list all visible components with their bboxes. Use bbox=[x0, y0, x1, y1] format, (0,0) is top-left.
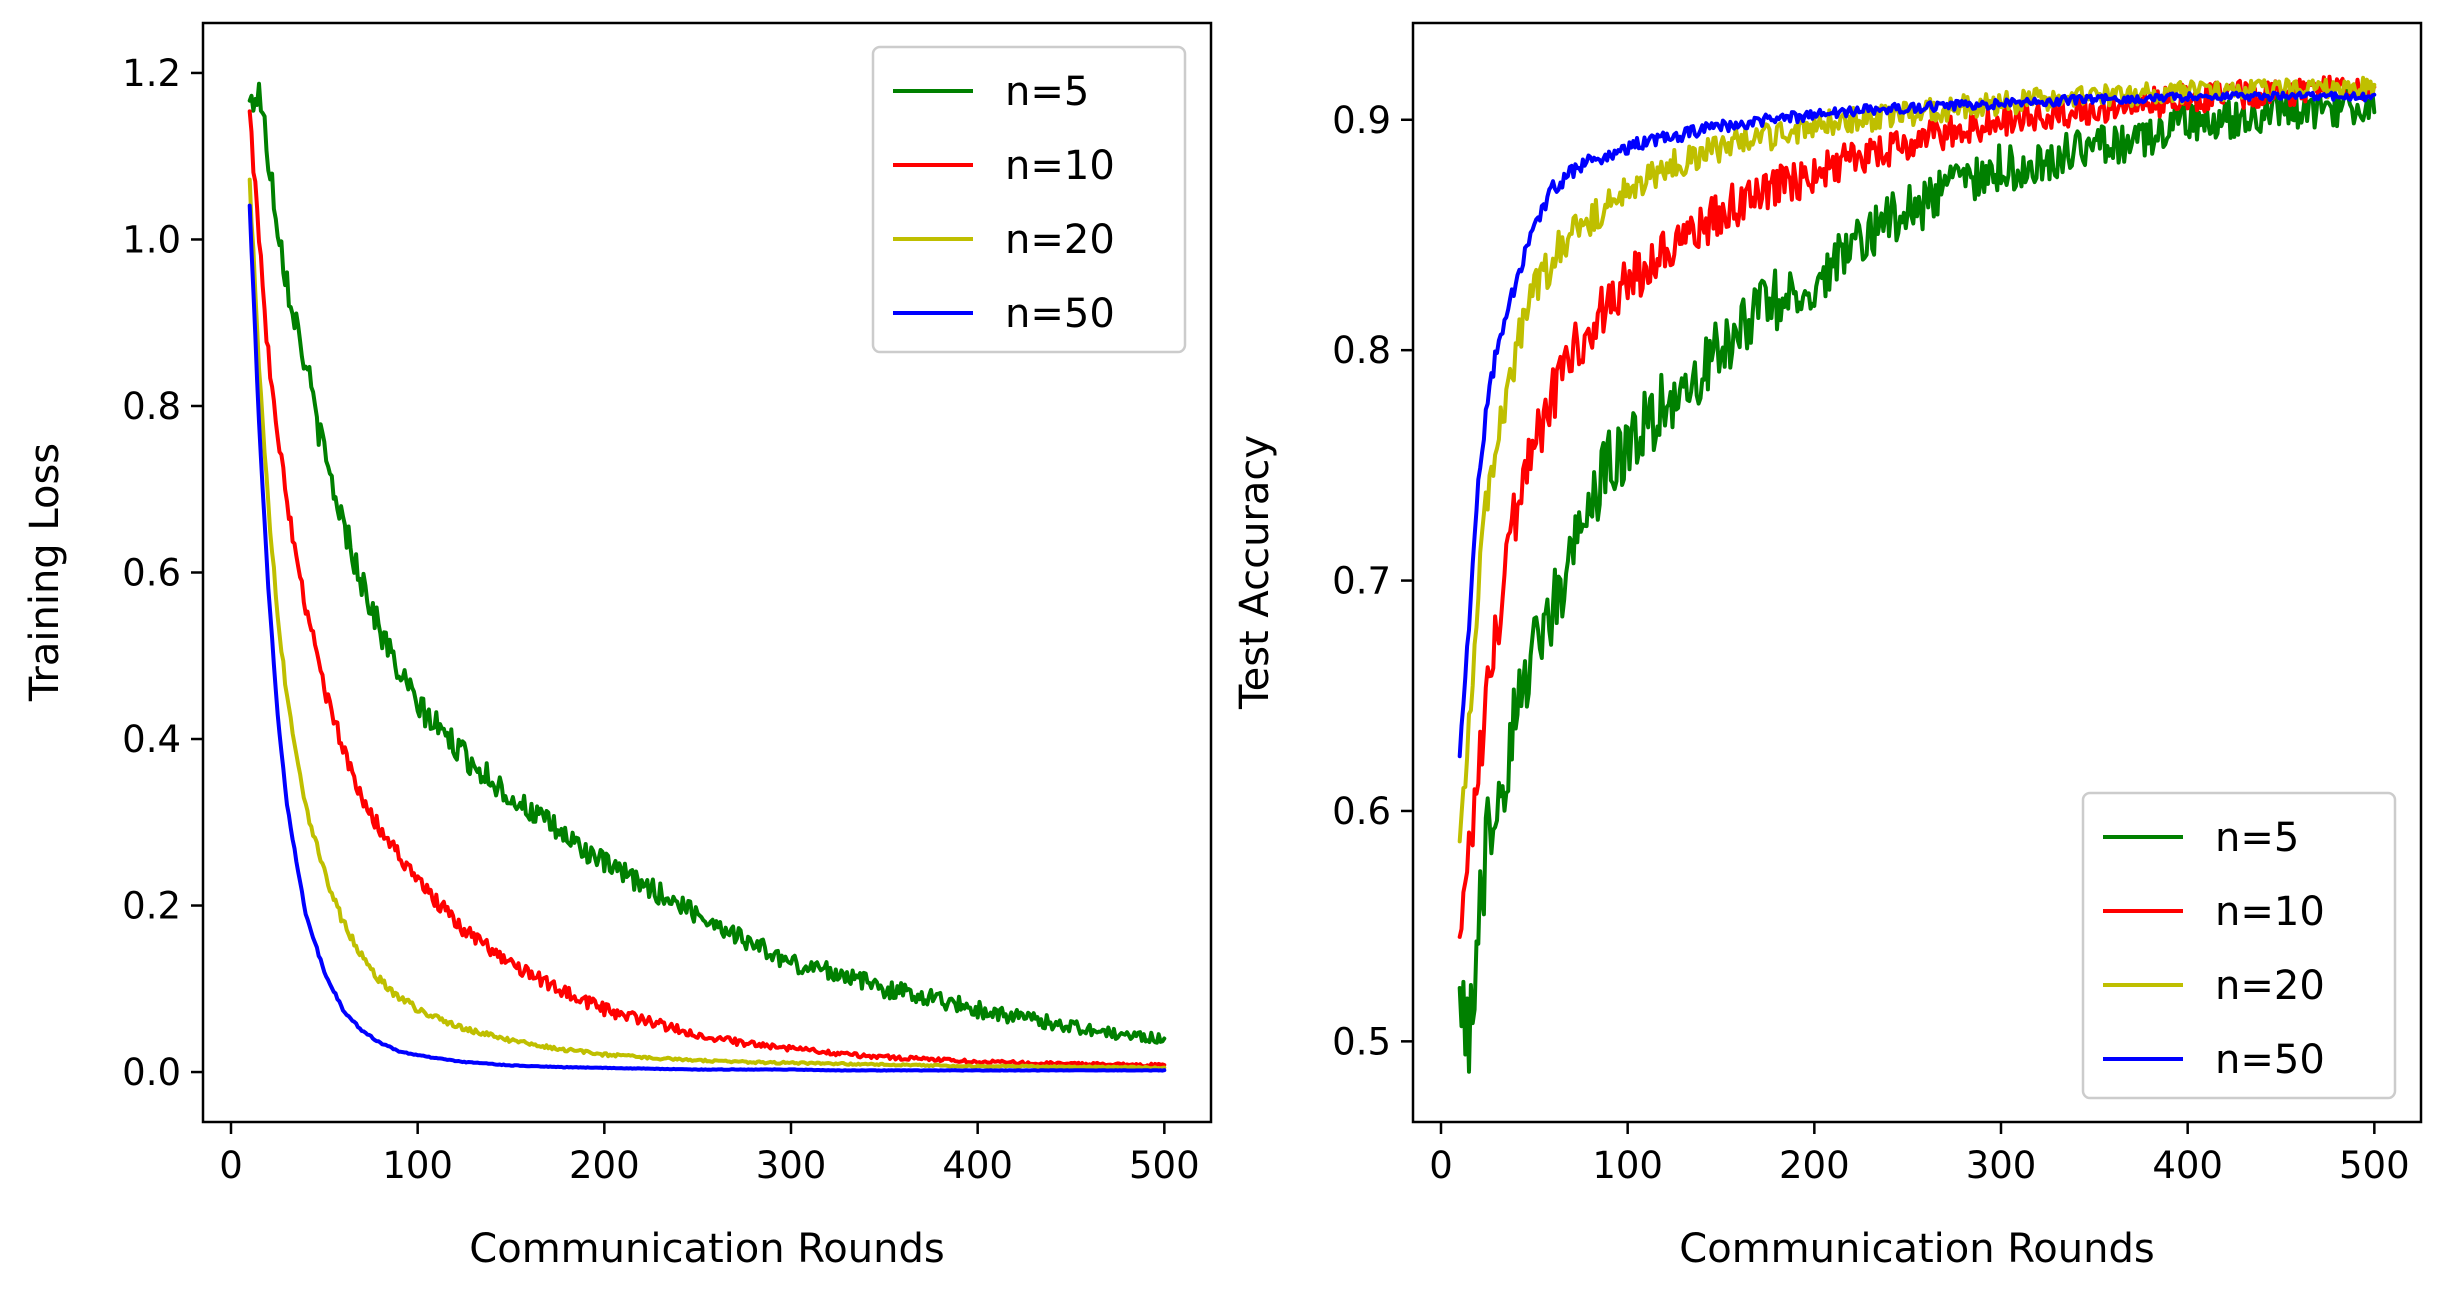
test-accuracy-panel: 0 100 200 300 400 500 0.5 0.6 0.7 0.8 0.9 Communi… bbox=[1232, 21, 2423, 1272]
training-loss-y-tick-label: 1.0 bbox=[122, 218, 181, 261]
training-loss-legend-label-n-5: n=5 bbox=[1005, 69, 1089, 115]
test-accuracy-series-line-n-10 bbox=[1457, 74, 2377, 939]
training-loss-x-tick-label: 400 bbox=[942, 1144, 1013, 1187]
test-accuracy-y-tick-label: 0.6 bbox=[1332, 790, 1391, 833]
test-accuracy-legend-label-n-20: n=20 bbox=[2215, 963, 2325, 1009]
test-accuracy-legend-box bbox=[2081, 791, 2397, 1100]
training-loss-series-line-n-10 bbox=[247, 109, 1167, 1069]
training-loss-series-layer bbox=[247, 81, 1167, 1073]
test-accuracy-series-layer bbox=[1457, 74, 2377, 1074]
test-accuracy-legend-label-n-50: n=50 bbox=[2215, 1037, 2325, 1083]
training-loss-panel: 0 100 200 300 400 500 0.0 0.2 0.4 0.6 0.8 1.0 1.2 C… bbox=[22, 21, 1213, 1272]
training-loss-legend: n=5 n=10 n=20 n=50 bbox=[871, 45, 1187, 354]
training-loss-y-tick-label: 0.0 bbox=[122, 1051, 181, 1094]
training-loss-series-line-n-20 bbox=[247, 177, 1167, 1071]
test-accuracy-legend-label-n-10: n=10 bbox=[2215, 889, 2325, 935]
test-accuracy-x-tick-label: 100 bbox=[1592, 1144, 1663, 1187]
training-loss-x-axis-label: Communication Rounds bbox=[469, 1226, 944, 1272]
training-loss-x-tick-label: 500 bbox=[1129, 1144, 1200, 1187]
test-accuracy-x-tick-label: 400 bbox=[2152, 1144, 2223, 1187]
training-loss-series-line-n-50 bbox=[247, 203, 1167, 1073]
test-accuracy-x-tick-label: 200 bbox=[1779, 1144, 1850, 1187]
training-loss-series-line-n-5 bbox=[247, 81, 1167, 1045]
test-accuracy-y-tick-label: 0.8 bbox=[1332, 329, 1391, 372]
training-loss-x-tick-label: 100 bbox=[382, 1144, 453, 1187]
training-loss-x-ticks: 0 100 200 300 400 500 bbox=[219, 1122, 1200, 1187]
training-loss-y-tick-label: 0.6 bbox=[122, 552, 181, 595]
training-loss-y-tick-label: 1.2 bbox=[122, 52, 181, 95]
training-loss-x-tick-label: 200 bbox=[569, 1144, 640, 1187]
training-loss-y-tick-label: 0.2 bbox=[122, 885, 181, 928]
training-loss-legend-label-n-10: n=10 bbox=[1005, 143, 1115, 189]
training-loss-y-axis-label: Training Loss bbox=[22, 443, 68, 702]
test-accuracy-y-axis-label: Test Accuracy bbox=[1232, 435, 1278, 710]
test-accuracy-x-axis-label: Communication Rounds bbox=[1679, 1226, 2154, 1272]
test-accuracy-y-tick-label: 0.5 bbox=[1332, 1020, 1391, 1063]
training-loss-x-tick-label: 300 bbox=[756, 1144, 827, 1187]
test-accuracy-x-tick-label: 300 bbox=[1966, 1144, 2037, 1187]
test-accuracy-y-ticks: 0.5 0.6 0.7 0.8 0.9 bbox=[1332, 99, 1413, 1063]
test-accuracy-y-tick-label: 0.9 bbox=[1332, 99, 1391, 142]
training-loss-legend-label-n-50: n=50 bbox=[1005, 291, 1115, 337]
test-accuracy-legend: n=5 n=10 n=20 n=50 bbox=[2081, 791, 2397, 1100]
test-accuracy-x-tick-label: 500 bbox=[2339, 1144, 2410, 1187]
test-accuracy-series-line-n-50 bbox=[1457, 90, 2377, 759]
training-loss-y-ticks: 0.0 0.2 0.4 0.6 0.8 1.0 1.2 bbox=[122, 52, 203, 1094]
test-accuracy-series-line-n-5 bbox=[1457, 87, 2377, 1074]
test-accuracy-x-ticks: 0 100 200 300 400 500 bbox=[1429, 1122, 2410, 1187]
test-accuracy-y-tick-label: 0.7 bbox=[1332, 560, 1391, 603]
training-loss-legend-box bbox=[871, 45, 1187, 354]
test-accuracy-legend-label-n-5: n=5 bbox=[2215, 815, 2299, 861]
test-accuracy-x-tick-label: 0 bbox=[1429, 1144, 1453, 1187]
training-loss-y-tick-label: 0.4 bbox=[122, 718, 181, 761]
training-loss-y-tick-label: 0.8 bbox=[122, 385, 181, 428]
training-loss-x-tick-label: 0 bbox=[219, 1144, 243, 1187]
test-accuracy-axes-frame bbox=[1411, 21, 2423, 1124]
training-loss-legend-label-n-20: n=20 bbox=[1005, 217, 1115, 263]
